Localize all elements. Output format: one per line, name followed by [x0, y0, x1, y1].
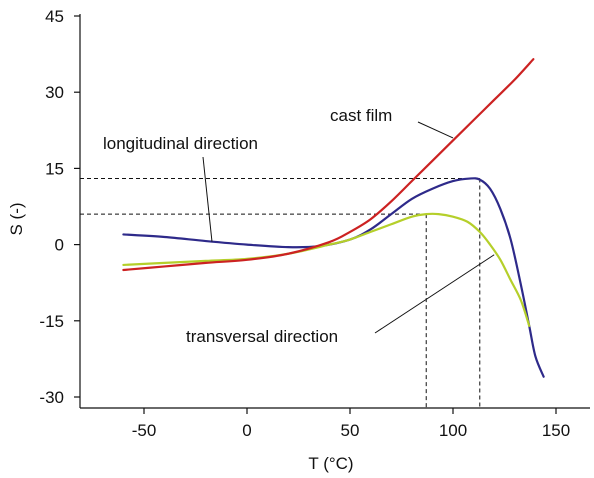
- series-cast-line: [122, 58, 535, 272]
- reference-lines: [80, 178, 481, 408]
- y-tick-label: -15: [39, 312, 64, 331]
- annotation-cast-film: cast film: [330, 106, 454, 139]
- series-layer: [122, 58, 545, 378]
- series-longitudinal-line: [122, 177, 545, 378]
- annotation-transversal: transversal direction: [186, 254, 495, 346]
- x-tick-label: 50: [341, 421, 360, 440]
- series-transversal-line: [122, 212, 531, 327]
- transversal-leader: [374, 254, 495, 334]
- plot-frame: [79, 14, 590, 409]
- y-tick-label: 0: [55, 236, 64, 255]
- cast-film-leader: [417, 121, 454, 139]
- x-tick-label: 150: [542, 421, 570, 440]
- y-tick-label: 45: [45, 7, 64, 26]
- x-tick-label: 0: [242, 421, 251, 440]
- longitudinal-leader: [202, 156, 213, 242]
- y-tick-label: -30: [39, 388, 64, 407]
- y-tick-label: 30: [45, 83, 64, 102]
- x-tick-label: 100: [439, 421, 467, 440]
- x-axis-title: T (°C): [308, 454, 353, 473]
- axis-ticks: -50 0 50 100 150 -30 -15 0 15 30 45: [39, 7, 570, 440]
- transversal-label: transversal direction: [186, 327, 338, 346]
- cast-film-label: cast film: [330, 106, 392, 125]
- annotation-longitudinal: longitudinal direction: [103, 134, 258, 242]
- x-tick-label: -50: [132, 421, 157, 440]
- y-tick-label: 15: [45, 159, 64, 178]
- y-axis-title: S (-): [7, 202, 26, 235]
- longitudinal-label: longitudinal direction: [103, 134, 258, 153]
